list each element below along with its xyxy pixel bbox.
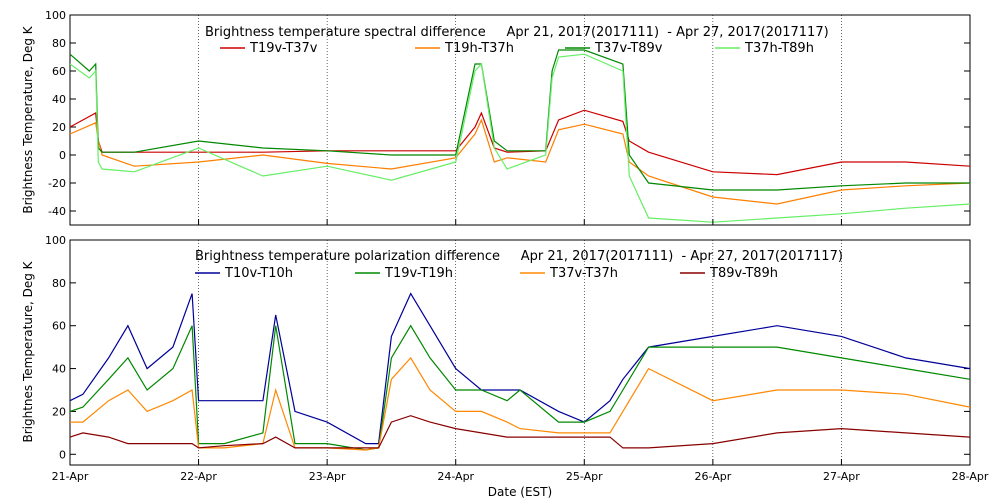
series-line-t19h-t37h bbox=[69, 118, 971, 205]
x-tick-label: 21-Apr bbox=[52, 470, 89, 483]
x-tick-label: 22-Apr bbox=[180, 470, 217, 483]
polarization-difference-panel: 0 20 40 60 80 100 Brightness temperature pola… bbox=[21, 219, 989, 499]
y-tick-label: 20 bbox=[52, 405, 66, 418]
y-axis-ticks: 0 20 40 60 80 100 bbox=[45, 234, 970, 461]
legend-label: T19v-T37v bbox=[249, 41, 318, 56]
x-axis-ticks: 21-Apr 22-Apr 23-Apr 24-Apr 25-Apr 26-Apr 27-A… bbox=[52, 219, 989, 483]
series-lines bbox=[69, 49, 971, 223]
series-line-t19v-t19h bbox=[69, 324, 971, 451]
y-tick-label: 60 bbox=[52, 320, 66, 333]
legend-label: T19v-T19h bbox=[384, 266, 453, 281]
legend-label: T89v-T89h bbox=[709, 266, 778, 281]
legend-label: T19h-T37h bbox=[444, 41, 514, 56]
legend-label: T37v-T37h bbox=[549, 266, 618, 281]
y-tick-label: 60 bbox=[52, 65, 66, 78]
x-tick-label: 23-Apr bbox=[309, 470, 346, 483]
panel-frame bbox=[69, 14, 971, 226]
panel-title: Brightness temperature polarization diff… bbox=[195, 249, 843, 264]
y-axis-ticks: -40 -20 0 20 40 60 80 100 bbox=[45, 9, 970, 218]
series-line-t37v-t89v bbox=[69, 49, 970, 191]
series-line-t37h-t89h bbox=[69, 53, 971, 223]
y-tick-label: -20 bbox=[48, 177, 66, 190]
series-line-t89v-t89h bbox=[69, 415, 971, 449]
x-tick-label: 26-Apr bbox=[694, 470, 731, 483]
y-tick-label: 40 bbox=[52, 363, 66, 376]
y-tick-label: 80 bbox=[52, 277, 66, 290]
legend: T10v-T10h T19v-T19h T37v-T37h T89v-T89h bbox=[195, 266, 778, 281]
legend-label: T37h-T89h bbox=[744, 41, 814, 56]
series-lines bbox=[69, 292, 971, 451]
panel-frame bbox=[69, 239, 971, 466]
x-tick-label: 28-Apr bbox=[952, 470, 989, 483]
x-axis-label: Date (EST) bbox=[488, 485, 552, 499]
legend: T19v-T37v T19h-T37h T37v-T89v T37h-T89h bbox=[220, 41, 814, 56]
x-tick-label: 27-Apr bbox=[823, 470, 860, 483]
y-tick-label: -40 bbox=[48, 205, 66, 218]
y-axis-label: Brightness Temperature, Deg K bbox=[21, 25, 35, 213]
legend-label: T37v-T89v bbox=[594, 41, 663, 56]
y-axis-label: Brightnes Temperature, Deg K bbox=[21, 260, 35, 442]
y-tick-label: 0 bbox=[59, 149, 66, 162]
series-line-t10v-t10h bbox=[69, 292, 971, 445]
x-tick-label: 25-Apr bbox=[566, 470, 603, 483]
y-tick-label: 40 bbox=[52, 93, 66, 106]
x-tick-label: 24-Apr bbox=[437, 470, 474, 483]
legend-label: T10v-T10h bbox=[224, 266, 293, 281]
series-line-t37v-t37h bbox=[70, 356, 971, 451]
panel-title: Brightness temperature spectral differen… bbox=[205, 25, 829, 40]
y-tick-label: 100 bbox=[45, 234, 66, 247]
y-tick-label: 100 bbox=[45, 9, 66, 22]
y-tick-label: 80 bbox=[52, 37, 66, 50]
y-tick-label: 0 bbox=[59, 448, 66, 461]
spectral-difference-panel: -40 -20 0 20 40 60 80 100 Brightness temperatur… bbox=[21, 9, 971, 226]
y-tick-label: 20 bbox=[52, 121, 66, 134]
